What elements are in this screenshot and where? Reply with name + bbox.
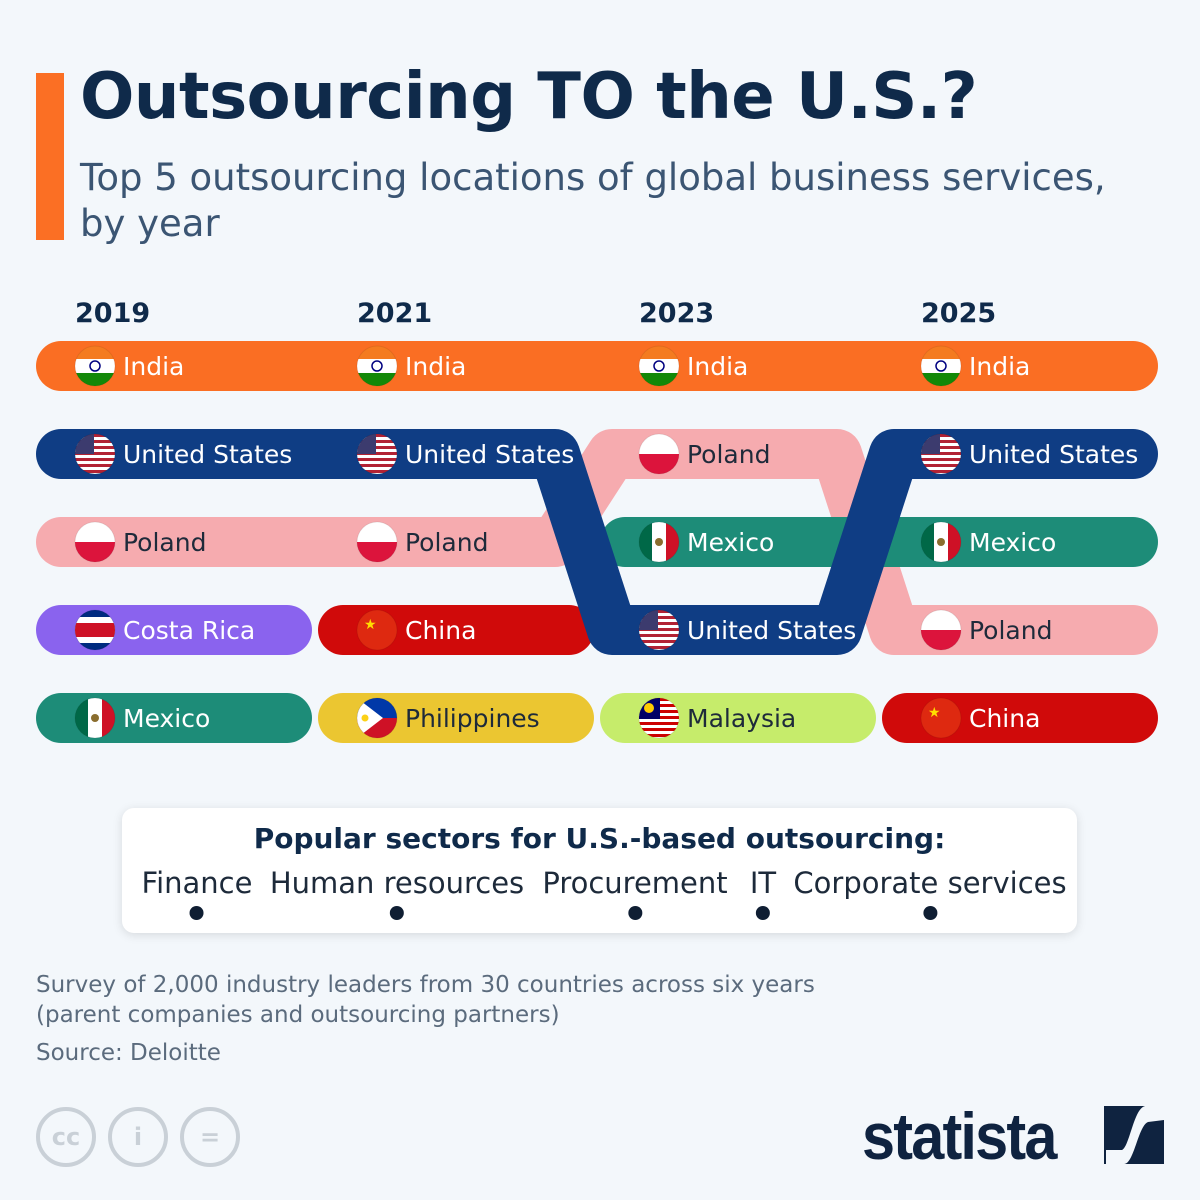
survey-note: Survey of 2,000 industry leaders from 30… <box>36 972 815 998</box>
country-label: China <box>405 616 476 645</box>
country-label: United States <box>123 440 292 469</box>
country-label: India <box>123 352 184 381</box>
year-label: 2021 <box>357 298 433 329</box>
flag-india-icon <box>921 346 961 386</box>
rank-entry: India <box>920 345 1030 387</box>
flag-mexico-icon <box>75 698 115 738</box>
country-label: Poland <box>687 440 770 469</box>
statista-logo[interactable]: statista <box>862 1099 1057 1173</box>
rank-entry: Philippines <box>356 697 540 739</box>
country-label: United States <box>969 440 1138 469</box>
rank-entry: Poland <box>638 433 770 475</box>
country-label: India <box>687 352 748 381</box>
svg-text:★: ★ <box>364 617 377 633</box>
flag-china-icon: ★ <box>357 610 397 650</box>
svg-text:★: ★ <box>928 705 941 721</box>
rank-entry: Malaysia <box>638 697 796 739</box>
country-label: Poland <box>405 528 488 557</box>
rank-entry: ★ China <box>356 609 476 651</box>
country-label: India <box>405 352 466 381</box>
flag-united-states-icon <box>639 610 679 650</box>
cc-icon[interactable]: cc <box>36 1107 96 1167</box>
rank-entry: United States <box>638 609 856 651</box>
flag-malaysia-icon <box>639 698 679 738</box>
sector-item: Finance <box>142 866 252 920</box>
rank-entry: India <box>356 345 466 387</box>
rank-entry: Poland <box>356 521 488 563</box>
rank-entry: United States <box>920 433 1138 475</box>
statista-logo-mark <box>1104 1106 1164 1164</box>
attribution-icon[interactable]: i <box>108 1107 168 1167</box>
flag-united-states-icon <box>357 434 397 474</box>
bump-chart: India United States Poland Costa Rica Mexico… <box>36 341 1158 743</box>
flag-poland-icon <box>639 434 679 474</box>
country-label: Malaysia <box>687 704 796 733</box>
flag-philippines-icon <box>357 698 397 738</box>
flag-mexico-icon <box>921 522 961 562</box>
survey-note-2: (parent companies and outsourcing partne… <box>36 1002 560 1028</box>
rank-entry: United States <box>356 433 574 475</box>
accent-bar <box>36 73 64 240</box>
country-label: Philippines <box>405 704 540 733</box>
sector-item: Procurement <box>542 866 728 920</box>
year-label: 2019 <box>75 298 151 329</box>
rank-entry: Mexico <box>638 521 774 563</box>
flag-india-icon <box>357 346 397 386</box>
source-note: Source: Deloitte <box>36 1040 221 1066</box>
country-label: United States <box>687 616 856 645</box>
sector-item: Corporate services <box>793 866 1067 920</box>
sector-item: Human resources <box>270 866 524 920</box>
country-label: Mexico <box>687 528 774 557</box>
country-label: United States <box>405 440 574 469</box>
sectors-title: Popular sectors for U.S.-based outsourci… <box>253 822 946 855</box>
no-derivatives-icon[interactable]: = <box>180 1107 240 1167</box>
country-label: Poland <box>123 528 206 557</box>
rank-entry: ★ China <box>920 697 1040 739</box>
country-label: Mexico <box>969 528 1056 557</box>
country-label: Costa Rica <box>123 616 255 645</box>
country-label: China <box>969 704 1040 733</box>
year-label: 2025 <box>921 298 997 329</box>
sectors-box: Popular sectors for U.S.-based outsourci… <box>122 808 1077 933</box>
page-subtitle: Top 5 outsourcing locations of global bu… <box>80 156 1106 245</box>
rank-entry: Poland <box>920 609 1052 651</box>
flag-poland-icon <box>75 522 115 562</box>
rank-entry: India <box>74 345 184 387</box>
rank-entry: Mexico <box>920 521 1056 563</box>
country-label: Poland <box>969 616 1052 645</box>
page-title: Outsourcing TO the U.S.? <box>80 60 978 134</box>
rank-entry: Poland <box>74 521 206 563</box>
rank-entry: Mexico <box>74 697 210 739</box>
flag-united-states-icon <box>921 434 961 474</box>
country-label: India <box>969 352 1030 381</box>
flag-costa-rica-icon <box>75 610 115 650</box>
rank-entry: India <box>638 345 748 387</box>
rank-entry: Costa Rica <box>74 609 255 651</box>
sector-item: IT <box>750 866 776 920</box>
flag-india-icon <box>639 346 679 386</box>
year-label: 2023 <box>639 298 715 329</box>
flag-mexico-icon <box>639 522 679 562</box>
flag-poland-icon <box>921 610 961 650</box>
flag-poland-icon <box>357 522 397 562</box>
country-label: Mexico <box>123 704 210 733</box>
flag-india-icon <box>75 346 115 386</box>
flag-china-icon: ★ <box>921 698 961 738</box>
